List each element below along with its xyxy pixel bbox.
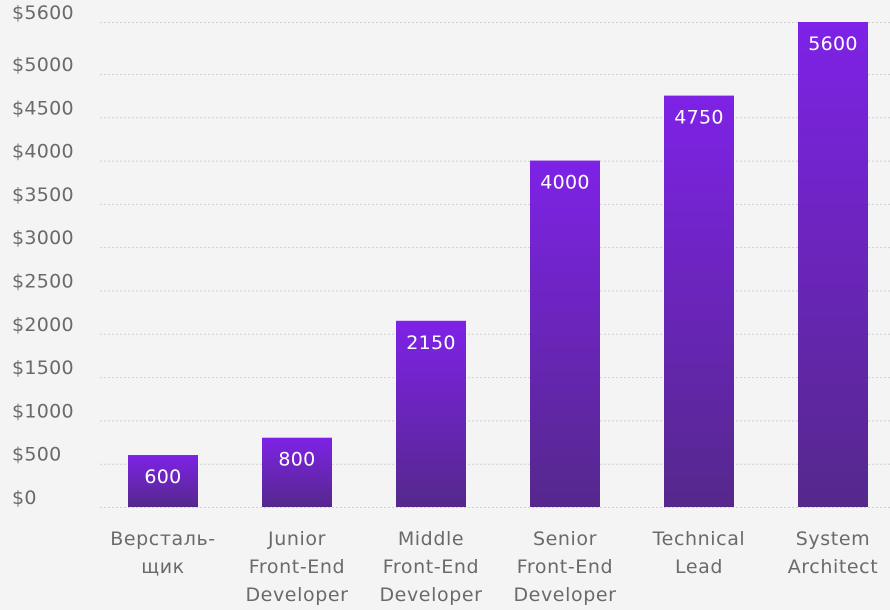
data-label: 2150 (406, 332, 456, 354)
data-label: 800 (278, 449, 315, 471)
y-tick-label: $3000 (12, 227, 74, 249)
bar (664, 95, 734, 507)
bar (530, 160, 600, 508)
data-label: 5600 (808, 33, 858, 55)
data-label: 600 (144, 466, 181, 488)
y-tick-label: $2000 (12, 314, 74, 336)
bars (128, 22, 868, 508)
category-label-line: Architect (788, 556, 879, 578)
y-tick-label: $2500 (12, 270, 74, 292)
category-label-line: Lead (675, 556, 723, 578)
y-tick-label: $1000 (12, 400, 74, 422)
bar (262, 437, 332, 507)
y-tick-label: $0 (12, 487, 37, 509)
y-tick-label: $5000 (12, 54, 74, 76)
y-tick-label: $4500 (12, 97, 74, 119)
category-label: System Architect (788, 528, 879, 578)
y-tick-label: $3500 (12, 184, 74, 206)
category-label-line: Technical (652, 528, 746, 550)
bar (396, 320, 466, 507)
category-label-line: Developer (379, 584, 482, 606)
category-label-line: Senior (533, 528, 597, 550)
category-label-line: Версталь- (110, 528, 216, 550)
category-label: Junior Front-End Developer (245, 528, 348, 606)
category-label-line: Front-End (249, 556, 345, 578)
category-label: Middle Front-End Developer (379, 528, 482, 606)
category-label-line: Developer (513, 584, 616, 606)
data-labels: 600 800 2150 4000 4750 5600 (144, 33, 857, 488)
y-tick-label: $5600 (12, 2, 74, 24)
y-axis-tick-labels: $0 $500 $1000 $1500 $2000 $2500 $3000 $3500 $400… (12, 2, 74, 509)
category-label-line: Front-End (383, 556, 479, 578)
category-label-line: Middle (398, 528, 464, 550)
bar (798, 22, 868, 507)
category-label-line: щик (141, 556, 185, 578)
category-label: Senior Front-End Developer (513, 528, 616, 606)
category-label: Версталь-щик (110, 528, 216, 578)
gridlines (100, 22, 890, 508)
y-tick-label: $1500 (12, 357, 74, 379)
category-label-line: Front-End (517, 556, 613, 578)
bar (128, 455, 198, 507)
category-label: Technical Lead (652, 528, 746, 578)
data-label: 4750 (674, 107, 724, 129)
category-label-line: System (796, 528, 870, 550)
y-tick-label: $4000 (12, 141, 74, 163)
category-label-line: Junior (267, 528, 326, 550)
category-label-line: Developer (245, 584, 348, 606)
data-label: 4000 (540, 172, 590, 194)
y-tick-label: $500 (12, 444, 62, 466)
